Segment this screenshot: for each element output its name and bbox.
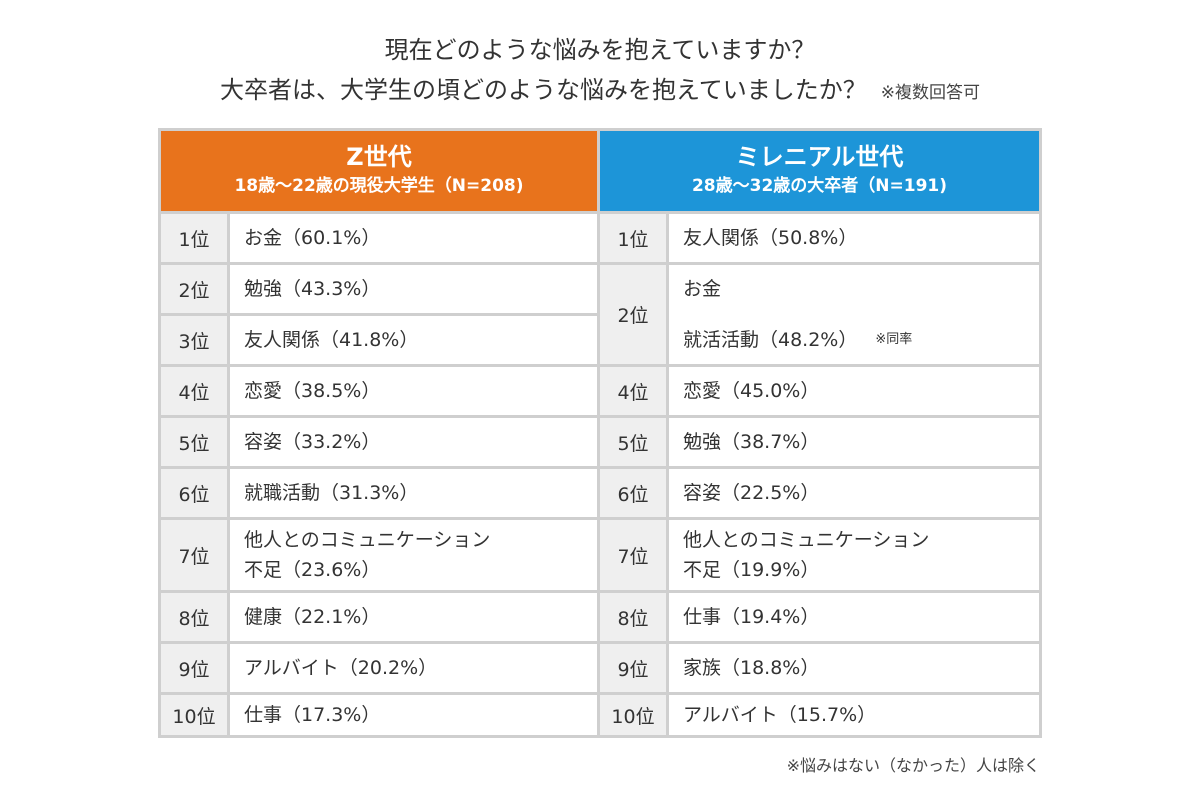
rank-cell: 2位 (161, 265, 227, 313)
item-cell: お金（60.1%） (230, 214, 597, 262)
item-cell: 勉強（38.7%） (669, 418, 1039, 466)
rank-cell: 7位 (600, 520, 666, 590)
item-cell: 他人とのコミュニケーション 不足（19.9%） (669, 520, 1039, 590)
item-text: 恋愛（38.5%） (244, 380, 381, 402)
item-text-line2: 不足（19.9%） (683, 559, 820, 581)
item-cell: 友人関係（41.8%） (230, 316, 597, 364)
table-row: 9位 アルバイト（20.2%） (161, 644, 597, 692)
rank-cell: 4位 (161, 367, 227, 415)
item-text: 恋愛（45.0%） (683, 380, 820, 402)
table-row: 2位 お金 就活活動（48.2%） ※同率 (600, 265, 1039, 364)
rank-cell: 8位 (600, 593, 666, 641)
rank-cell: 6位 (161, 469, 227, 517)
rank-cell: 9位 (600, 644, 666, 692)
rank-cell: 10位 (600, 695, 666, 735)
table-row: 7位 他人とのコミュニケーション 不足（23.6%） (161, 520, 597, 590)
item-text: 容姿（22.5%） (683, 482, 820, 504)
item-cell: 勉強（43.3%） (230, 265, 597, 313)
table-row: 4位 恋愛（38.5%） (161, 367, 597, 415)
table-row: 8位 仕事（19.4%） (600, 593, 1039, 641)
ranking-table: Z世代 18歳～22歳の現役大学生（N=208) 1位 お金（60.1%） 2位… (158, 128, 1042, 738)
item-cell: 他人とのコミュニケーション 不足（23.6%） (230, 520, 597, 590)
survey-question-2-text: 大卒者は、大学生の頃どのような悩みを抱えていましたか？ (219, 76, 867, 104)
item-text: 友人関係（50.8%） (683, 227, 858, 249)
rank-cell: 10位 (161, 695, 227, 735)
item-cell: 仕事（19.4%） (669, 593, 1039, 641)
table-row: 7位 他人とのコミュニケーション 不足（19.9%） (600, 520, 1039, 590)
gen-z-subtitle: 18歳～22歳の現役大学生（N=208) (234, 176, 524, 196)
table-row: 10位 仕事（17.3%） (161, 695, 597, 735)
item-cell: 仕事（17.3%） (230, 695, 597, 735)
rank-cell: 7位 (161, 520, 227, 590)
item-text: 仕事（17.3%） (244, 704, 381, 726)
same-rate-note: ※同率 (875, 332, 913, 347)
item-text: お金（60.1%） (244, 227, 381, 249)
item-cell: 容姿（22.5%） (669, 469, 1039, 517)
millennial-header: ミレニアル世代 28歳～32歳の大卒者（N=191) (600, 131, 1039, 211)
gen-z-header: Z世代 18歳～22歳の現役大学生（N=208) (161, 131, 597, 211)
item-text-line2: 不足（23.6%） (244, 559, 381, 581)
rank-cell: 3位 (161, 316, 227, 364)
rank-cell: 6位 (600, 469, 666, 517)
item-cell: 恋愛（45.0%） (669, 367, 1039, 415)
table-row: 3位 友人関係（41.8%） (161, 316, 597, 364)
table-row: 8位 健康（22.1%） (161, 593, 597, 641)
rank-cell: 8位 (161, 593, 227, 641)
table-row: 6位 就職活動（31.3%） (161, 469, 597, 517)
item-text: アルバイト（15.7%） (683, 704, 877, 726)
rank-cell: 4位 (600, 367, 666, 415)
item-text: 就職活動（31.3%） (244, 482, 419, 504)
item-cell: 就職活動（31.3%） (230, 469, 597, 517)
item-cell: 恋愛（38.5%） (230, 367, 597, 415)
table-row: 6位 容姿（22.5%） (600, 469, 1039, 517)
rank-cell: 1位 (600, 214, 666, 262)
item-cell: 容姿（33.2%） (230, 418, 597, 466)
item-sub: お金 (683, 265, 1039, 313)
survey-question-1: 現在どのような悩みを抱えていますか？ (384, 36, 816, 64)
survey-question-2: 大卒者は、大学生の頃どのような悩みを抱えていましたか？ ※複数回答可 (0, 74, 1200, 109)
item-text: 他人とのコミュニケーション (683, 529, 930, 551)
multiple-answer-note: ※複数回答可 (880, 83, 981, 103)
table-row: 5位 容姿（33.2%） (161, 418, 597, 466)
item-text: 家族（18.8%） (683, 657, 820, 679)
table-row: 5位 勉強（38.7%） (600, 418, 1039, 466)
item-cell: お金 就活活動（48.2%） ※同率 (669, 265, 1039, 364)
item-text: 友人関係（41.8%） (244, 329, 419, 351)
item-text: 他人とのコミュニケーション (244, 529, 491, 551)
rank-cell: 1位 (161, 214, 227, 262)
item-cell: 家族（18.8%） (669, 644, 1039, 692)
exclusion-footnote: ※悩みはない（なかった）人は除く (786, 756, 1040, 775)
table-row: 2位 勉強（43.3%） (161, 265, 597, 313)
rank-cell: 5位 (161, 418, 227, 466)
item-text-line2: 就活活動（48.2%） (683, 329, 858, 351)
rank-cell: 5位 (600, 418, 666, 466)
rank-cell: 2位 (600, 265, 666, 364)
item-text: 勉強（38.7%） (683, 431, 820, 453)
table-row: 4位 恋愛（45.0%） (600, 367, 1039, 415)
table-row: 1位 お金（60.1%） (161, 214, 597, 262)
item-cell: 健康（22.1%） (230, 593, 597, 641)
millennial-subtitle: 28歳～32歳の大卒者（N=191) (691, 176, 948, 196)
table-row: 1位 友人関係（50.8%） (600, 214, 1039, 262)
item-text: 勉強（43.3%） (244, 278, 381, 300)
table-row: 10位 アルバイト（15.7%） (600, 695, 1039, 735)
rank-cell: 9位 (161, 644, 227, 692)
table-row: 9位 家族（18.8%） (600, 644, 1039, 692)
item-text: 仕事（19.4%） (683, 606, 820, 628)
gen-z-title: Z世代 (346, 143, 412, 171)
item-text: 健康（22.1%） (244, 606, 381, 628)
item-cell: アルバイト（15.7%） (669, 695, 1039, 735)
item-text: アルバイト（20.2%） (244, 657, 438, 679)
item-cell: 友人関係（50.8%） (669, 214, 1039, 262)
item-text: 容姿（33.2%） (244, 431, 381, 453)
item-sub: 就活活動（48.2%） ※同率 (683, 316, 1039, 364)
item-text: お金 (683, 278, 722, 300)
item-cell: アルバイト（20.2%） (230, 644, 597, 692)
millennial-title: ミレニアル世代 (735, 143, 904, 171)
